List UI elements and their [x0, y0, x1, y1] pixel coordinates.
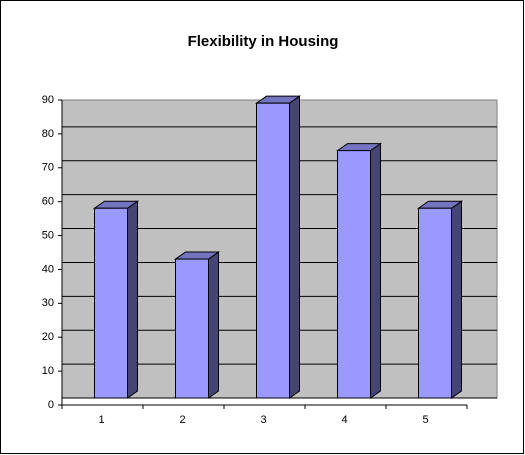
bar-side — [208, 251, 219, 399]
y-tick-label: 60 — [42, 196, 54, 208]
x-tick-label: 1 — [98, 414, 104, 426]
bar — [418, 207, 452, 399]
x-tick-label: 3 — [260, 414, 266, 426]
y-tick-label: 50 — [42, 229, 54, 241]
bar-side — [127, 200, 138, 399]
bar-side — [370, 142, 381, 399]
y-tick-label: 10 — [42, 365, 54, 377]
y-tick-label: 90 — [42, 94, 54, 106]
x-tick-label: 5 — [422, 414, 428, 426]
y-tick-label: 30 — [42, 297, 54, 309]
bar — [256, 102, 290, 399]
bar — [337, 150, 371, 399]
bar-side — [451, 200, 462, 399]
y-tick-label: 80 — [42, 128, 54, 140]
bar — [175, 258, 209, 399]
bar — [94, 207, 128, 399]
chart-title: Flexibility in Housing — [188, 33, 339, 50]
y-tick-label: 0 — [48, 399, 54, 411]
y-tick-label: 40 — [42, 263, 54, 275]
bar-side — [289, 95, 300, 399]
y-tick-label: 70 — [42, 162, 54, 174]
x-tick-label: 4 — [341, 414, 347, 426]
x-tick-label: 2 — [179, 414, 185, 426]
y-tick-label: 20 — [42, 331, 54, 343]
